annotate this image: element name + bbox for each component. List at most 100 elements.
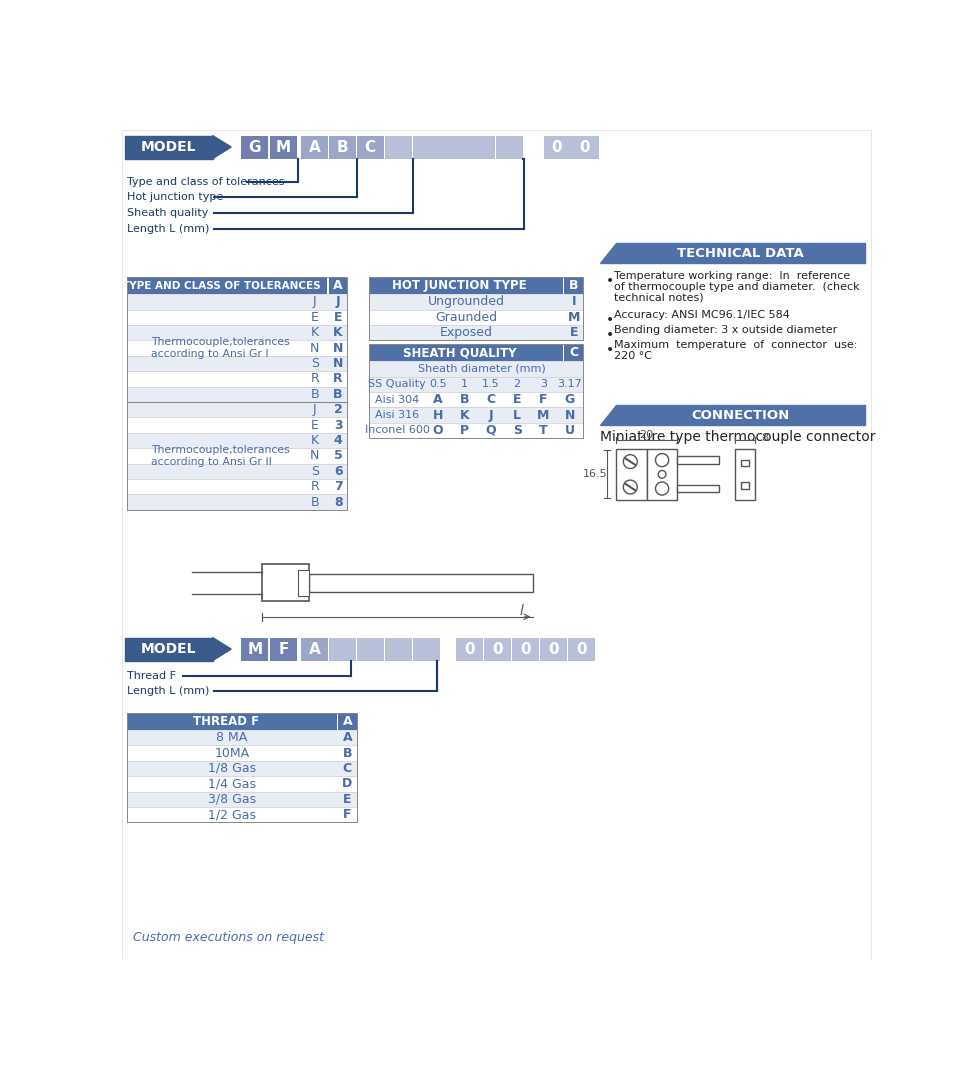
- Text: C: C: [364, 139, 376, 154]
- Circle shape: [623, 480, 638, 494]
- Text: C: C: [486, 393, 495, 406]
- Bar: [127, 448, 348, 464]
- Bar: [512, 637, 539, 661]
- Text: D: D: [342, 777, 353, 790]
- Bar: [369, 344, 563, 361]
- Bar: [540, 637, 567, 661]
- Text: L: L: [514, 409, 521, 421]
- Bar: [369, 277, 563, 294]
- Text: 16.5: 16.5: [582, 469, 607, 480]
- Text: B: B: [310, 388, 319, 401]
- Text: Thermocouple,tolerances
according to Ansi Gr II: Thermocouple,tolerances according to Ans…: [151, 445, 290, 467]
- Bar: [496, 136, 523, 158]
- Bar: [564, 344, 583, 361]
- Text: J: J: [313, 295, 317, 308]
- Text: H: H: [433, 409, 443, 421]
- Text: B: B: [459, 393, 469, 406]
- Bar: [127, 417, 348, 432]
- Text: Ungrounded: Ungrounded: [427, 295, 505, 308]
- Bar: [413, 136, 440, 158]
- Text: N: N: [310, 342, 320, 355]
- Text: E: E: [311, 418, 319, 431]
- Text: CONNECTION: CONNECTION: [691, 409, 790, 421]
- Text: P: P: [460, 424, 469, 437]
- Text: THREAD F: THREAD F: [193, 715, 259, 728]
- Bar: [385, 637, 412, 661]
- Bar: [241, 136, 268, 158]
- Text: Length L (mm): Length L (mm): [127, 224, 209, 234]
- Text: l: l: [519, 604, 523, 618]
- Text: Thread F: Thread F: [127, 672, 176, 681]
- Text: •: •: [607, 274, 614, 288]
- Text: technical notes): technical notes): [614, 292, 703, 303]
- Text: K: K: [311, 327, 319, 340]
- Bar: [328, 277, 348, 294]
- Text: 1.5: 1.5: [482, 379, 500, 389]
- Bar: [127, 495, 348, 510]
- Text: 0: 0: [464, 641, 475, 657]
- Text: 0: 0: [492, 641, 503, 657]
- Text: 5: 5: [333, 450, 342, 462]
- Text: Sheath quality: Sheath quality: [127, 208, 208, 218]
- Text: E: E: [343, 792, 352, 805]
- Text: B: B: [569, 279, 578, 292]
- Text: SHEATH QUALITY: SHEATH QUALITY: [403, 346, 516, 359]
- Circle shape: [658, 470, 666, 479]
- Bar: [127, 277, 348, 510]
- Text: T: T: [539, 424, 547, 437]
- Text: MODEL: MODEL: [141, 140, 196, 154]
- Text: K: K: [333, 327, 343, 340]
- Bar: [328, 637, 356, 661]
- Bar: [241, 637, 268, 661]
- Bar: [413, 637, 440, 661]
- Text: Temperature working range:  In  reference: Temperature working range: In reference: [614, 271, 850, 281]
- Text: A: A: [308, 641, 321, 657]
- Bar: [127, 807, 357, 823]
- Text: 0: 0: [551, 139, 562, 154]
- Text: E: E: [570, 327, 578, 340]
- Bar: [127, 341, 348, 356]
- Bar: [385, 136, 412, 158]
- Text: 0: 0: [579, 139, 590, 154]
- Text: B: B: [343, 747, 352, 760]
- Text: I: I: [572, 295, 576, 308]
- Bar: [297, 570, 309, 596]
- Text: Q: Q: [485, 424, 496, 437]
- Polygon shape: [125, 136, 212, 158]
- Text: 220 °C: 220 °C: [614, 351, 652, 361]
- Text: MODEL: MODEL: [141, 642, 196, 657]
- Text: B: B: [336, 139, 348, 154]
- Text: 0.5: 0.5: [429, 379, 447, 389]
- Text: Aisi 304: Aisi 304: [375, 395, 420, 404]
- Text: C: C: [569, 346, 578, 359]
- Text: R: R: [333, 372, 343, 385]
- Bar: [127, 761, 357, 776]
- Bar: [127, 464, 348, 479]
- Text: Graunded: Graunded: [435, 310, 497, 323]
- Bar: [741, 460, 749, 466]
- Bar: [127, 324, 348, 341]
- Text: •: •: [607, 328, 614, 342]
- Text: Bending diameter: 3 x outside diameter: Bending diameter: 3 x outside diameter: [614, 324, 837, 335]
- Text: S: S: [311, 465, 319, 478]
- Text: A: A: [343, 715, 353, 728]
- Text: F: F: [278, 641, 289, 657]
- Text: R: R: [310, 480, 319, 493]
- Text: Maximum  temperature  of  connector  use:: Maximum temperature of connector use:: [614, 341, 858, 350]
- Text: B: B: [333, 388, 343, 401]
- Bar: [369, 277, 583, 341]
- Text: M: M: [568, 310, 579, 323]
- Text: 1/4 Gas: 1/4 Gas: [208, 777, 256, 790]
- Text: M: M: [247, 641, 263, 657]
- Bar: [127, 371, 348, 387]
- Bar: [127, 479, 348, 495]
- Text: 3: 3: [333, 418, 342, 431]
- Bar: [357, 637, 384, 661]
- Bar: [127, 294, 348, 309]
- Bar: [127, 713, 357, 823]
- Text: J: J: [336, 295, 340, 308]
- Bar: [616, 448, 647, 500]
- Bar: [127, 713, 336, 730]
- Text: G: G: [249, 139, 261, 154]
- Text: A: A: [308, 139, 321, 154]
